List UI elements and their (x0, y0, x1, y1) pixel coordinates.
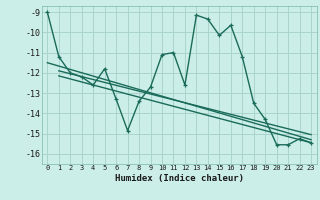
X-axis label: Humidex (Indice chaleur): Humidex (Indice chaleur) (115, 174, 244, 183)
